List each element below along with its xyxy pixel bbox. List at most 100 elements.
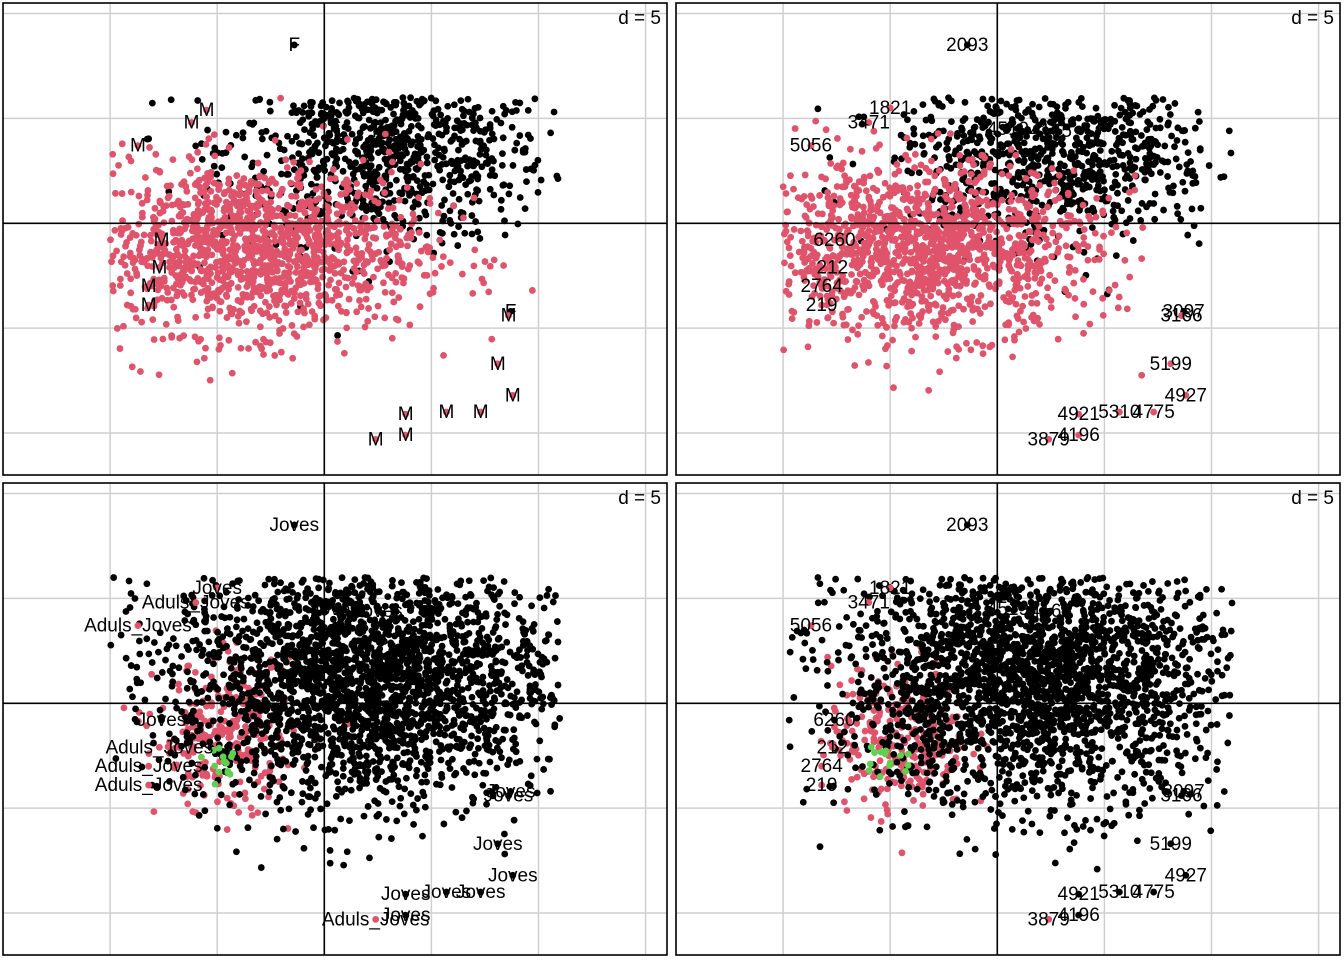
data-point-black [992,151,999,158]
data-point-red [117,345,124,352]
data-point-red [783,190,790,197]
data-point-red [225,286,232,293]
data-point-red [211,131,218,138]
data-point-red [795,194,802,201]
data-point-black [540,766,547,773]
data-point-black [1065,99,1072,106]
data-point-red [297,181,304,188]
data-point-black [240,129,247,136]
data-point-black [911,131,918,138]
data-point-red [797,228,804,235]
data-point-red [891,269,898,276]
data-point-red [336,279,343,286]
data-point-red [268,191,275,198]
data-point-black [368,155,375,162]
data-point-red [176,335,183,342]
data-point-red [221,728,228,735]
data-point-red [1052,238,1059,245]
data-point-red [199,189,206,196]
data-point-red [297,300,304,307]
data-point-red [207,270,214,277]
data-point-red [133,272,140,279]
data-point-black [1115,148,1122,155]
data-point-red [156,371,163,378]
data-point-red [909,267,916,274]
data-point-black [155,649,162,656]
data-point-black [162,657,169,664]
data-point-black [464,191,471,198]
data-point-red [848,192,855,199]
data-point-red [1100,233,1107,240]
data-point-black [305,139,312,146]
data-point-red [971,179,978,186]
data-point-red [177,282,184,289]
data-point-red [311,316,318,323]
data-point-red [170,285,177,292]
data-point-red [874,207,881,214]
data-point-red [855,322,862,329]
data-point-black [1045,155,1052,162]
data-point-red [170,156,177,163]
data-point-red [916,270,923,277]
data-point-black [445,183,452,190]
data-point-red [248,804,255,811]
data-point-red [157,199,164,206]
data-point-red [427,290,434,297]
data-point-red [976,211,983,218]
data-point-black [467,177,474,184]
point-label: 212 [817,257,849,278]
data-point-black [1121,166,1128,173]
data-point-red [955,196,962,203]
data-point-black [1189,180,1196,187]
data-point-black [1157,169,1164,176]
data-point-red [807,192,814,199]
data-point-black [400,111,407,118]
data-point-red [366,241,373,248]
data-point-red [911,164,918,171]
data-point-black [1174,137,1181,144]
data-point-red [234,203,241,210]
data-point-red [859,224,866,231]
data-point-red [359,250,366,257]
data-point-red [255,210,262,217]
data-point-red [211,180,218,187]
data-point-black [303,767,310,774]
data-point-black [1221,173,1228,180]
data-point-black [475,173,482,180]
data-point-red [1138,255,1145,262]
data-point-red [198,289,205,296]
data-point-black [1021,139,1028,146]
data-point-red [396,197,403,204]
data-point-red [266,282,273,289]
data-point-black [1176,164,1183,171]
data-point-red [969,206,976,213]
data-point-black [1197,147,1204,154]
data-point-red [415,194,422,201]
data-point-black [1093,132,1100,139]
data-point-red [293,269,300,276]
data-point-red [272,313,279,320]
data-point-red [313,186,320,193]
data-point-black [349,131,356,138]
data-point-red [781,259,788,266]
data-point-red [281,246,288,253]
data-point-black [330,140,337,147]
data-point-black [954,133,961,140]
data-point-black [948,97,955,104]
data-point-red [334,338,341,345]
data-point-red [320,259,327,266]
data-point-red [964,211,971,218]
data-point-red [403,235,410,242]
data-point-black [920,101,927,108]
data-point-red [934,211,941,218]
data-point-red [874,167,881,174]
data-point-red [845,306,852,313]
data-point-black [414,795,421,802]
data-point-red [916,282,923,289]
data-point-red [1124,305,1131,312]
data-point-red [241,225,248,232]
data-point-red [1045,242,1052,249]
data-point-black [226,801,233,808]
data-point-red [260,228,267,235]
